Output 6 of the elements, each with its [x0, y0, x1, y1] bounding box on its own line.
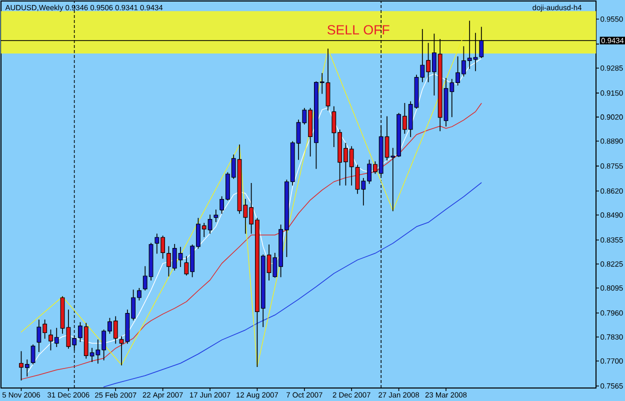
candlestick [137, 288, 142, 300]
candlestick [214, 210, 218, 222]
band-label: SELL OFF [327, 25, 390, 35]
candlestick [30, 344, 36, 364]
line-series [20, 20, 470, 367]
line-series [103, 182, 482, 388]
